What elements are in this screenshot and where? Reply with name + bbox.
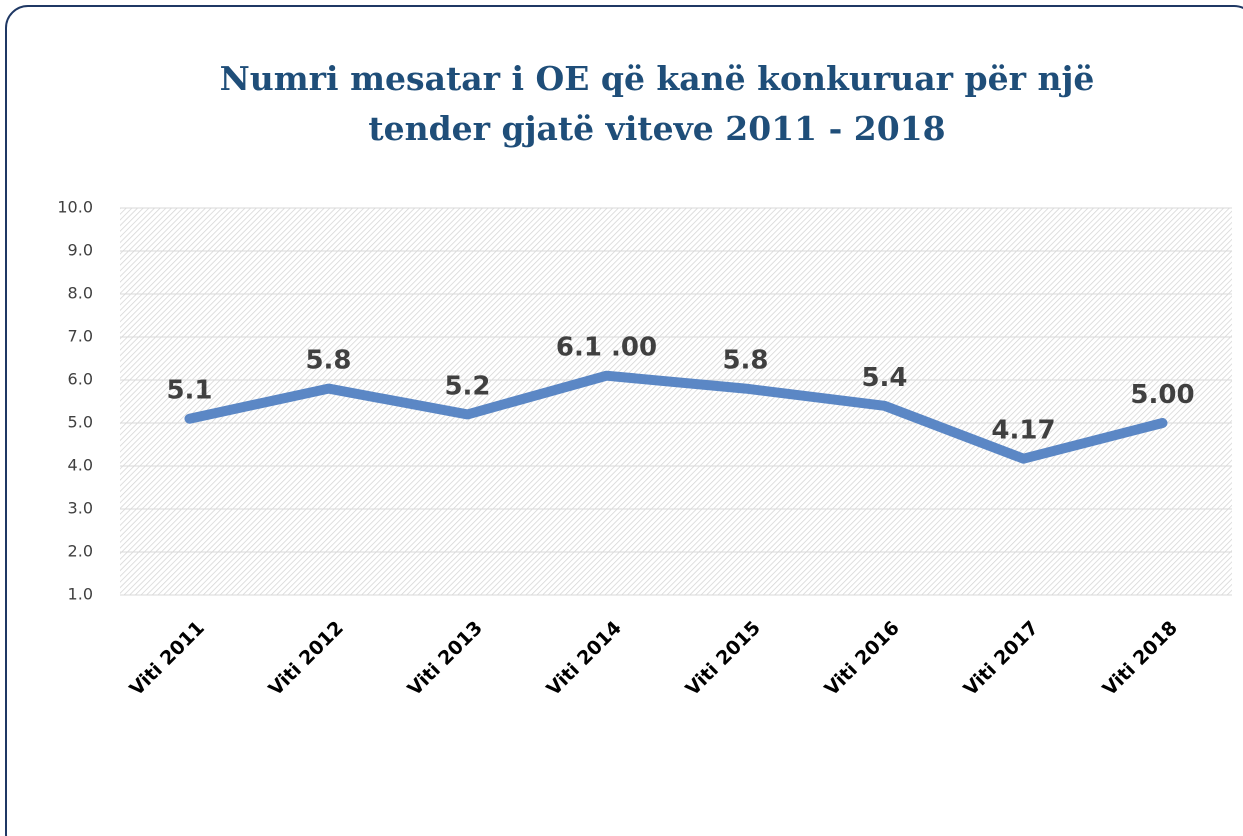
plot-area [120,208,1232,595]
y-tick-label: 7.0 [68,327,93,346]
data-line [184,370,1168,464]
y-tick-label: 9.0 [68,241,93,260]
data-label: 5.2 [444,371,490,401]
data-label: 5.4 [861,363,907,393]
y-tick-label: 6.0 [68,370,93,389]
y-tick-label: 2.0 [68,542,93,561]
y-tick-label: 1.0 [68,585,93,604]
chart-title: tender gjatë viteve 2011 - 2018 [368,109,945,148]
data-label: 6.1 .00 [556,333,657,363]
chart-title: Numri mesatar i OE që kanë konkuruar për… [220,59,1095,98]
y-tick-label: 5.0 [68,413,93,432]
data-label: 5.8 [305,346,351,376]
data-label: 5.1 [166,376,212,406]
y-tick-label: 10.0 [57,198,93,217]
data-label: 5.00 [1130,380,1194,410]
y-tick-label: 4.0 [68,456,93,475]
y-tick-label: 8.0 [68,284,93,303]
data-label: 4.17 [991,416,1055,446]
y-tick-label: 3.0 [68,499,93,518]
data-label: 5.8 [722,346,768,376]
